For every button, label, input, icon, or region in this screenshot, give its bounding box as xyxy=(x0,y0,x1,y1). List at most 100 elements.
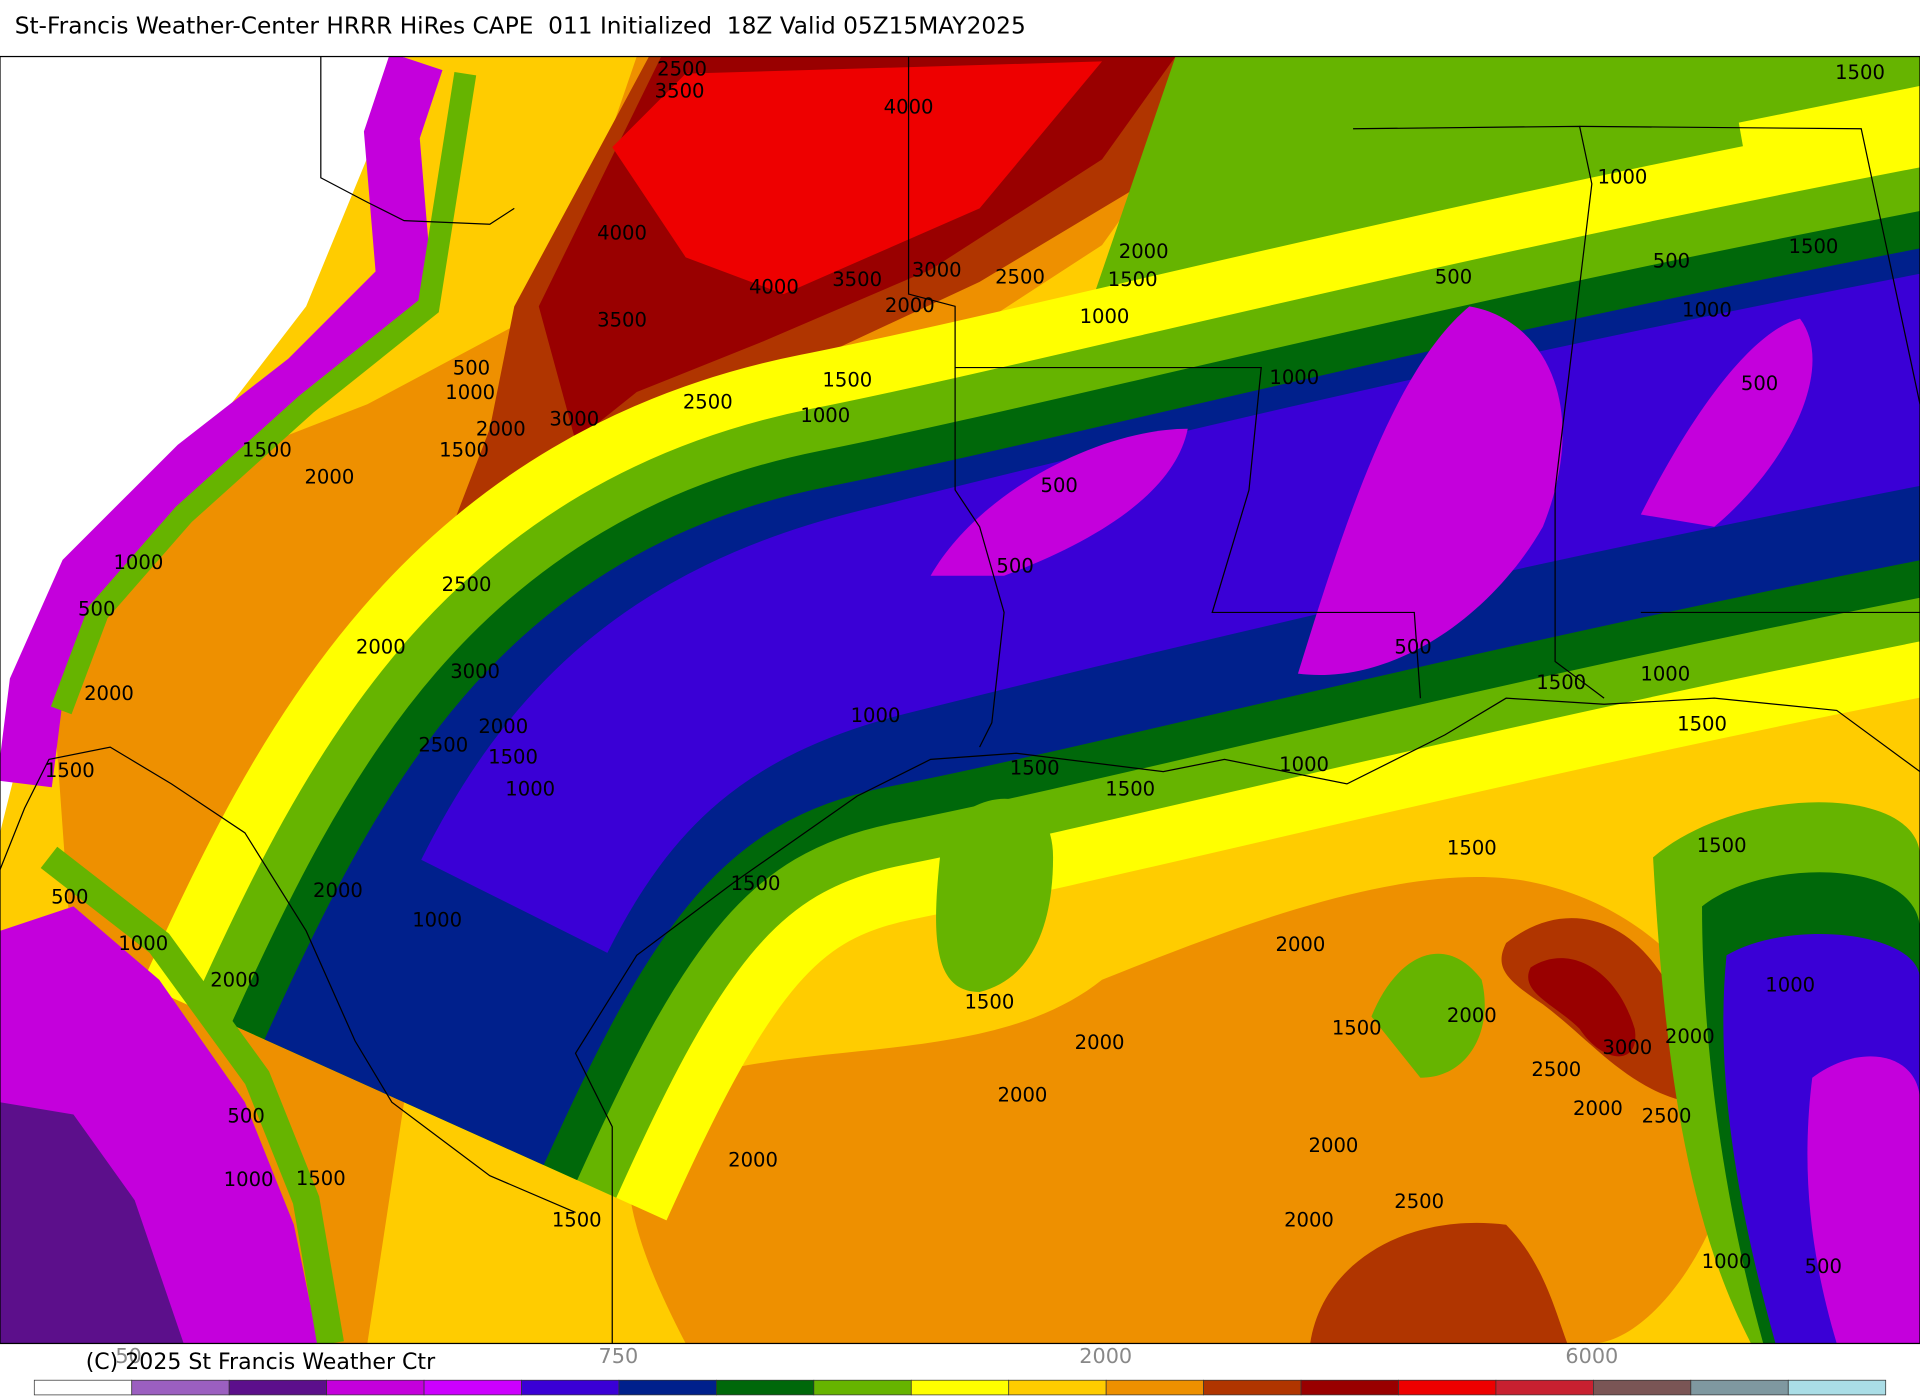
contour-label: 4000 xyxy=(749,275,799,298)
contour-label: 1000 xyxy=(800,404,850,427)
colorbar-swatch xyxy=(1203,1379,1302,1396)
contour-label: 1000 xyxy=(118,932,168,955)
colorbar-swatch xyxy=(326,1379,425,1396)
contour-label: 1000 xyxy=(505,777,555,800)
contour-label: 2500 xyxy=(442,573,492,596)
colorbar-swatch xyxy=(1495,1379,1594,1396)
colorbar-swatch xyxy=(1300,1379,1399,1396)
colorbar-swatch xyxy=(131,1379,230,1396)
colorbar-swatch xyxy=(1398,1379,1497,1396)
contour-label: 2000 xyxy=(84,682,134,705)
contour-label: 4000 xyxy=(884,95,934,118)
colorbar-swatch xyxy=(1690,1379,1789,1396)
colorbar-swatch xyxy=(521,1379,620,1396)
contour-label: 1500 xyxy=(731,872,781,895)
contour-label: 2500 xyxy=(1642,1104,1692,1127)
contour-label: 1000 xyxy=(1080,305,1130,328)
cape-field xyxy=(0,56,1920,1344)
contour-label: 2000 xyxy=(304,465,354,488)
contour-label: 3500 xyxy=(655,80,705,103)
contour-label: 1000 xyxy=(1702,1250,1752,1273)
contour-label: 500 xyxy=(1435,266,1472,289)
contour-label: 1000 xyxy=(1279,753,1329,776)
contour-label: 3500 xyxy=(832,268,882,291)
contour-label: 2500 xyxy=(995,266,1045,289)
contour-label: 500 xyxy=(51,885,88,908)
contour-label: 1500 xyxy=(1677,713,1727,736)
contour-label: 2000 xyxy=(728,1149,778,1172)
colorbar-swatch xyxy=(716,1379,815,1396)
contour-label: 1500 xyxy=(822,369,872,392)
contour-label: 2000 xyxy=(476,418,526,441)
contour-label: 2500 xyxy=(683,391,733,414)
contour-label: 500 xyxy=(996,555,1033,578)
colorbar-swatch xyxy=(618,1379,717,1396)
colorbar-swatch xyxy=(33,1379,133,1396)
contour-label: 1500 xyxy=(1789,235,1839,258)
contour-label: 2500 xyxy=(418,733,468,756)
contour-label: 4000 xyxy=(597,222,647,245)
contour-label: 2000 xyxy=(1665,1025,1715,1048)
contour-label: 1500 xyxy=(242,438,292,461)
contour-label: 500 xyxy=(227,1104,264,1127)
colorbar-label: 750 xyxy=(599,1344,639,1368)
contour-label: 2000 xyxy=(1309,1134,1359,1157)
colorbar-label: 2000 xyxy=(1079,1344,1132,1368)
contour-label: 1000 xyxy=(1269,366,1319,389)
contour-label: 1500 xyxy=(439,438,489,461)
colorbar: 50 750 2000 6000 xyxy=(33,1344,1887,1396)
contour-label: 1000 xyxy=(224,1168,274,1191)
colorbar-swatch xyxy=(423,1379,522,1396)
contour-label: 3000 xyxy=(912,258,962,281)
contour-label: 3000 xyxy=(450,660,500,683)
colorbar-label: 6000 xyxy=(1565,1344,1618,1368)
contour-label: 2000 xyxy=(1075,1031,1125,1054)
contour-label: 1500 xyxy=(1332,1016,1382,1039)
colorbar-swatch xyxy=(910,1379,1010,1396)
contour-label: 1500 xyxy=(964,991,1014,1014)
contour-label: 1500 xyxy=(1697,834,1747,857)
contour-label: 1000 xyxy=(1640,662,1690,685)
contour-label: 1000 xyxy=(1765,973,1815,996)
contour-label: 2000 xyxy=(1119,240,1169,263)
contour-label: 1000 xyxy=(113,551,163,574)
contour-label: 1500 xyxy=(552,1209,602,1232)
contour-label: 1500 xyxy=(45,759,95,782)
contour-label: 1500 xyxy=(1536,671,1586,694)
contour-labels: 2500350040004000300020001500250035004000… xyxy=(45,58,1885,1279)
contour-label: 500 xyxy=(1394,635,1431,658)
contour-label: 1500 xyxy=(296,1167,346,1190)
contour-label: 3000 xyxy=(1602,1036,1652,1059)
contour-label: 500 xyxy=(1805,1255,1842,1278)
contour-label: 2000 xyxy=(1573,1097,1623,1120)
contour-label: 3000 xyxy=(549,408,599,431)
contour-label: 2000 xyxy=(356,635,406,658)
contour-label: 1000 xyxy=(412,909,462,932)
contour-label: 500 xyxy=(1741,372,1778,395)
contour-label: 1500 xyxy=(1105,777,1155,800)
contour-label: 1000 xyxy=(445,381,495,404)
contour-label: 2000 xyxy=(478,715,528,738)
colorbar-swatch xyxy=(228,1379,327,1396)
contour-label: 500 xyxy=(1653,250,1690,273)
contour-label: 2000 xyxy=(1275,933,1325,956)
contour-label: 2000 xyxy=(1284,1209,1334,1232)
contour-label: 1500 xyxy=(488,746,538,769)
contour-label: 500 xyxy=(78,598,115,621)
colorbar-label: 50 xyxy=(115,1344,141,1368)
contour-label: 2500 xyxy=(657,58,707,81)
contour-label: 2000 xyxy=(210,969,260,992)
contour-label: 1500 xyxy=(1108,268,1158,291)
map-frame xyxy=(0,55,1920,1345)
colorbar-swatch xyxy=(1787,1379,1887,1396)
contour-label: 1000 xyxy=(1598,165,1648,188)
contour-label: 1500 xyxy=(1835,61,1885,84)
contour-label: 1500 xyxy=(1010,757,1060,780)
contour-label: 500 xyxy=(1040,474,1077,497)
contour-label: 2000 xyxy=(885,294,935,317)
colorbar-swatch xyxy=(1105,1379,1204,1396)
colorbar-swatch xyxy=(813,1379,912,1396)
contour-label: 1000 xyxy=(851,704,901,727)
colorbar-swatch xyxy=(1593,1379,1692,1396)
contour-label: 2500 xyxy=(1394,1190,1444,1213)
